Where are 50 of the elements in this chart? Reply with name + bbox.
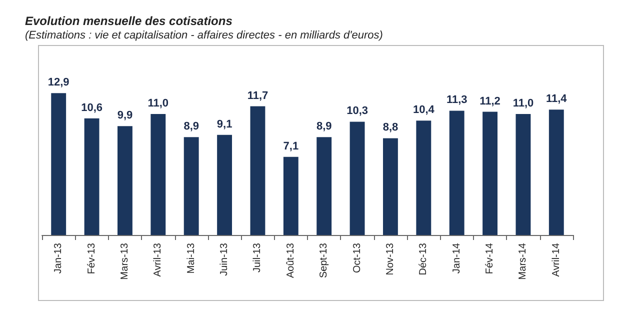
x-tick-label: Mai-13 [186, 242, 197, 274]
x-tick-label: Juil-13 [252, 242, 264, 272]
x-tick-label: Mars-14 [518, 242, 529, 280]
data-label: 11,0 [512, 98, 534, 110]
bar [383, 138, 398, 235]
x-tick-label: Fév-13 [86, 242, 98, 274]
data-label: 7,1 [283, 140, 299, 152]
data-label: 11,0 [148, 98, 169, 110]
bar [250, 106, 266, 235]
x-tick-label: Mars-13 [119, 242, 130, 280]
bar [416, 120, 432, 235]
data-label: 12,9 [48, 76, 70, 89]
data-label: 8,9 [184, 120, 199, 133]
chart-subtitle: (Estimations : vie et capitalisation - affaires directes - en milliards d'euros) [25, 30, 384, 42]
data-label: 8,8 [382, 122, 398, 134]
bar [150, 114, 166, 235]
data-label: 11,3 [446, 94, 468, 106]
data-label: 11,7 [247, 90, 268, 102]
x-tick-label: Juin-13 [219, 242, 230, 276]
chart-title: Evolution mensuelle des cotisations [25, 14, 233, 28]
x-tick-label: Avril-14 [550, 242, 562, 277]
bar [350, 122, 365, 235]
x-tick-label: Nov-13 [384, 242, 396, 276]
data-label: 8,9 [316, 120, 332, 133]
bar [118, 126, 132, 235]
x-tick-label: Déc-13 [418, 242, 430, 276]
data-label: 11,2 [480, 95, 500, 108]
x-tick-label: Avril-13 [152, 242, 164, 277]
bar [217, 134, 232, 235]
x-tick-label: Sept-13 [318, 242, 330, 278]
x-tick-label: Fév-14 [484, 242, 496, 274]
bar [316, 137, 332, 235]
bar [548, 110, 564, 235]
bar [51, 93, 66, 235]
data-label: 11,4 [546, 93, 568, 106]
bar [449, 110, 464, 235]
data-label: 9,1 [216, 118, 232, 130]
bar [482, 112, 498, 235]
x-tick-label: Jan-13 [53, 242, 64, 274]
data-label: 10,6 [81, 102, 102, 114]
bar [184, 137, 199, 235]
data-label: 10,4 [412, 104, 436, 116]
data-label: 10,3 [346, 105, 368, 118]
x-tick-label: Jan-14 [451, 242, 462, 274]
bar [283, 156, 298, 235]
bar [84, 118, 100, 235]
bar [516, 114, 531, 235]
x-tick-label: Août-13 [285, 242, 296, 278]
x-tick-label: Oct-13 [352, 242, 363, 274]
data-label: 9,9 [117, 110, 133, 122]
